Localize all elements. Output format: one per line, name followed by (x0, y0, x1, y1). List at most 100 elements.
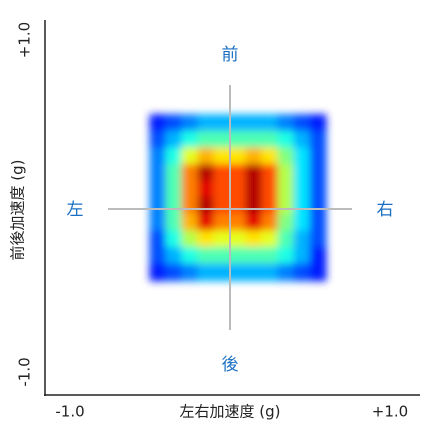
heat-cell (165, 180, 183, 199)
heat-cell (213, 247, 231, 265)
heat-cell (293, 197, 311, 215)
heat-cell (261, 164, 279, 182)
heat-cell (309, 164, 327, 182)
heat-cell (197, 147, 215, 165)
heat-cell (213, 130, 231, 149)
heat-cell (213, 180, 231, 199)
heat-cell (229, 247, 247, 265)
heat-cell (309, 180, 327, 199)
heat-cell (181, 213, 199, 232)
heat-cell (197, 213, 215, 232)
heat-cell (149, 180, 167, 199)
front-label: 前 (222, 45, 239, 65)
heat-cell (245, 180, 263, 199)
heat-cell (277, 180, 295, 199)
heat-cell (277, 114, 295, 132)
heat-cell (165, 114, 183, 132)
heat-cell (213, 197, 231, 215)
x-axis-title: 左右加速度 (g) (180, 403, 281, 421)
heat-cell (181, 230, 199, 248)
heat-cell (165, 164, 183, 182)
y-tick-label: +1.0 (16, 22, 34, 58)
heat-cell (229, 130, 247, 149)
left-label: 左 (67, 200, 84, 220)
heat-cell (197, 197, 215, 215)
heat-cell (293, 230, 311, 248)
heat-cell (229, 263, 247, 282)
x-tick-label: +1.0 (372, 403, 408, 421)
heat-cell (197, 114, 215, 132)
heat-cell (149, 114, 167, 132)
heat-cell (245, 213, 263, 232)
heat-cell (229, 213, 247, 232)
heat-cell (229, 114, 247, 132)
heat-cell (277, 164, 295, 182)
heat-cell (229, 147, 247, 165)
heat-cell (229, 197, 247, 215)
heat-cell (245, 263, 263, 282)
heat-cell (293, 147, 311, 165)
heat-cell (245, 247, 263, 265)
heat-cell (181, 247, 199, 265)
heat-cell (309, 263, 327, 282)
heat-cell (197, 230, 215, 248)
heat-cell (197, 180, 215, 199)
heat-cell (261, 147, 279, 165)
heat-cell (181, 130, 199, 149)
heat-cell (213, 147, 231, 165)
heat-cell (181, 164, 199, 182)
heat-cell (149, 164, 167, 182)
heat-cell (181, 180, 199, 199)
heat-cell (181, 147, 199, 165)
heat-cell (213, 213, 231, 232)
heat-cell (149, 263, 167, 282)
heat-cell (245, 164, 263, 182)
heat-cell (293, 263, 311, 282)
heat-cell (245, 147, 263, 165)
heat-cell (261, 247, 279, 265)
right-label: 右 (377, 200, 394, 220)
heat-cell (165, 147, 183, 165)
heat-cell (229, 180, 247, 199)
heat-cell (165, 197, 183, 215)
heat-cell (293, 130, 311, 149)
heat-cell (213, 114, 231, 132)
x-tick-label: -1.0 (55, 403, 84, 421)
heat-cell (277, 197, 295, 215)
heat-cell (261, 114, 279, 132)
y-axis-title: 前後加速度 (g) (9, 160, 27, 261)
heat-cell (309, 230, 327, 248)
heat-cell (293, 213, 311, 232)
heat-cell (277, 247, 295, 265)
heat-cell (293, 180, 311, 199)
heat-cell (149, 247, 167, 265)
heat-cell (197, 263, 215, 282)
heat-cell (165, 130, 183, 149)
heat-cell (261, 197, 279, 215)
heat-cell (213, 164, 231, 182)
heat-cell (261, 130, 279, 149)
heat-cell (245, 130, 263, 149)
heat-cell (277, 130, 295, 149)
heat-cell (149, 147, 167, 165)
heat-cell (309, 213, 327, 232)
heat-cell (181, 114, 199, 132)
heat-cell (165, 230, 183, 248)
heat-cell (149, 197, 167, 215)
heat-cell (277, 147, 295, 165)
heat-cell (309, 147, 327, 165)
heat-cell (213, 230, 231, 248)
heat-cell (261, 263, 279, 282)
heat-cell (197, 130, 215, 149)
heat-cell (293, 114, 311, 132)
heat-cell (197, 247, 215, 265)
heat-cell (149, 130, 167, 149)
heat-cell (229, 230, 247, 248)
heat-cell (293, 164, 311, 182)
heat-cell (261, 230, 279, 248)
heat-cell (309, 247, 327, 265)
heat-cell (277, 230, 295, 248)
y-tick-label: -1.0 (16, 357, 34, 386)
heat-cell (181, 197, 199, 215)
heatmap (149, 114, 327, 282)
